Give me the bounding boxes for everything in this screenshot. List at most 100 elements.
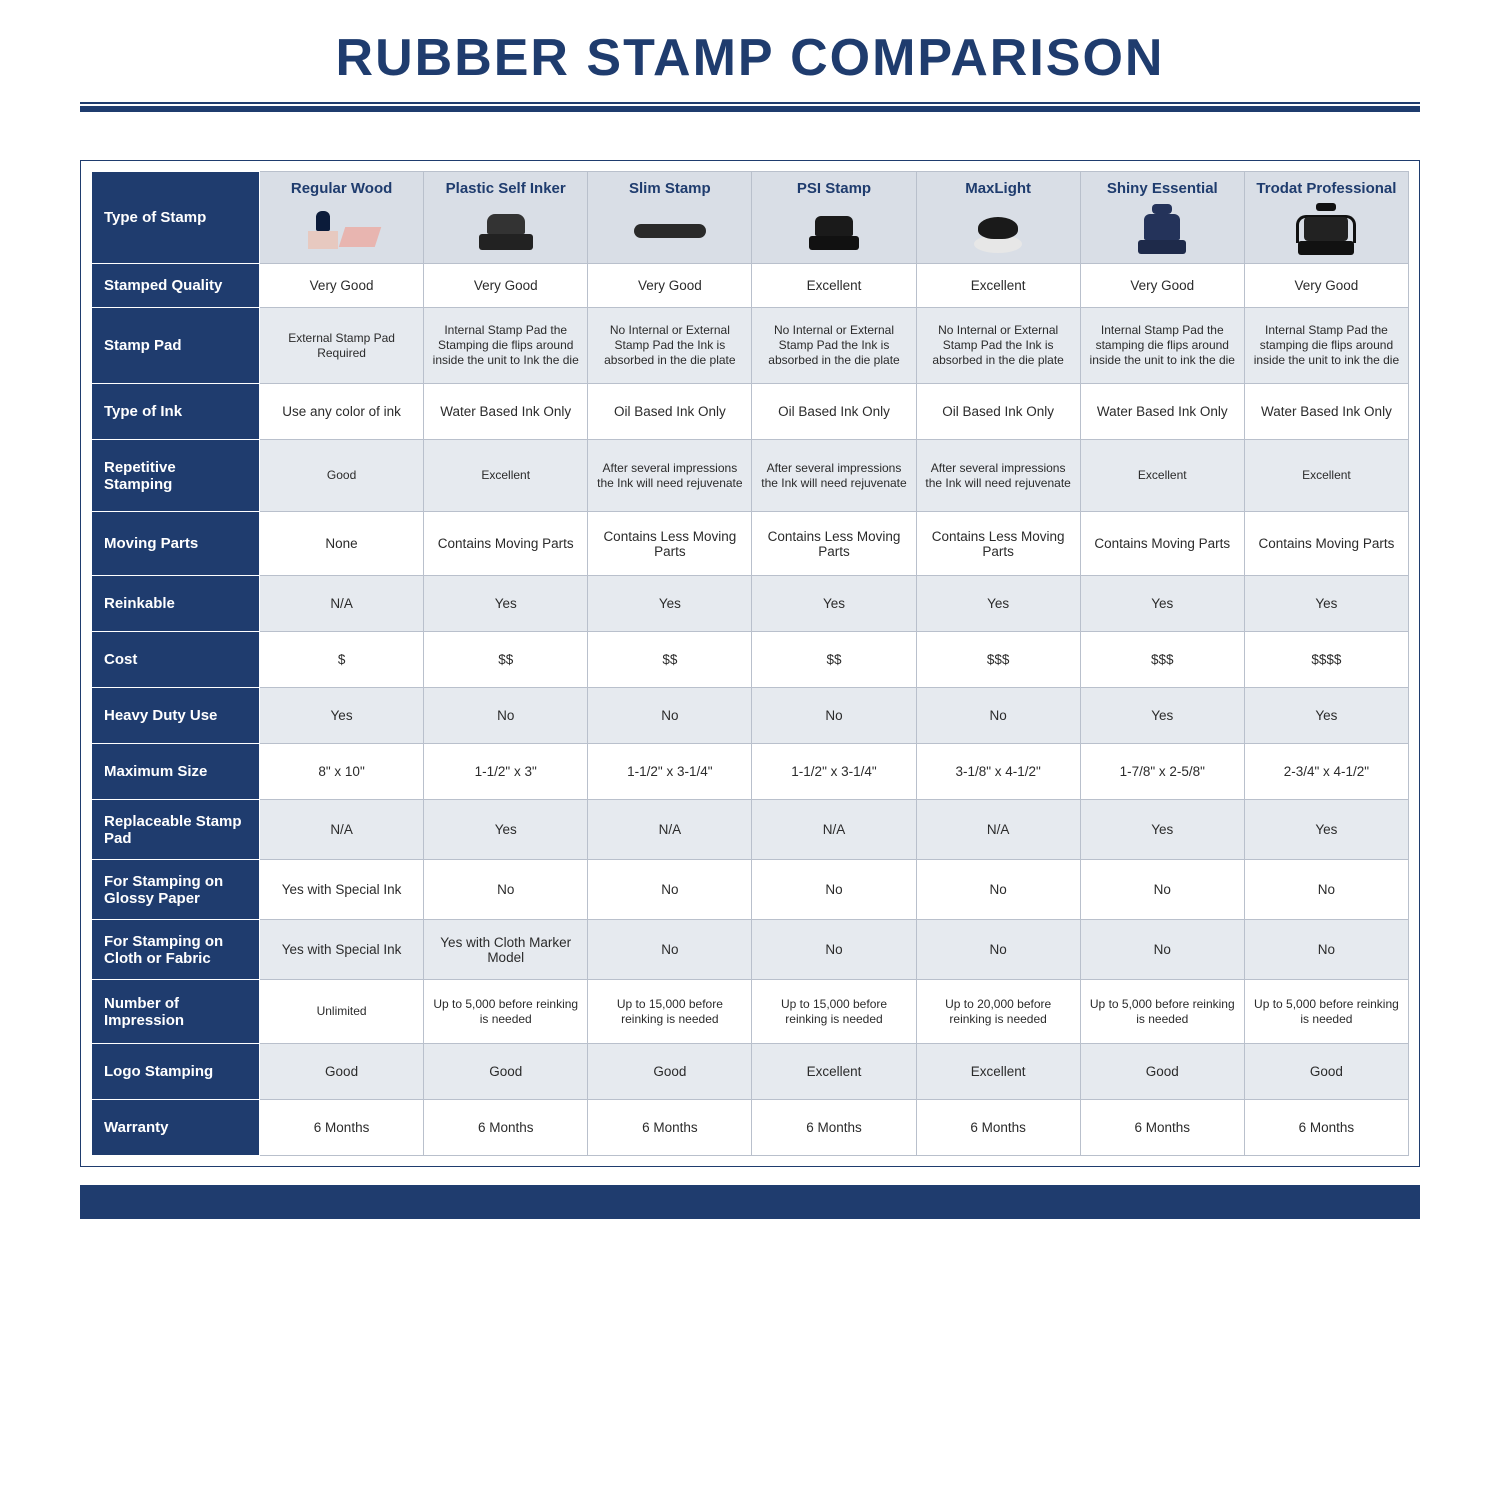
cell: Excellent — [752, 1044, 916, 1100]
maxlight-stamp-icon — [968, 205, 1028, 255]
title-block: RUBBER STAMP COMPARISON — [0, 0, 1500, 130]
col-label: PSI Stamp — [797, 180, 871, 197]
cell: Up to 15,000 before reinking is needed — [588, 980, 752, 1044]
cell: Up to 5,000 before reinking is needed — [1244, 980, 1408, 1044]
cell: N/A — [260, 576, 424, 632]
cell: 8" x 10" — [260, 744, 424, 800]
cell: N/A — [752, 800, 916, 860]
cell: Excellent — [916, 1044, 1080, 1100]
cell: $$ — [588, 632, 752, 688]
cell: Yes — [588, 576, 752, 632]
cell: Contains Less Moving Parts — [916, 512, 1080, 576]
col-label: MaxLight — [965, 180, 1031, 197]
cell: $ — [260, 632, 424, 688]
row-label: Warranty — [92, 1100, 260, 1156]
cell: $$$$ — [1244, 632, 1408, 688]
cell: Water Based Ink Only — [424, 384, 588, 440]
cell: N/A — [260, 800, 424, 860]
table-row: Cost$$$$$$$$$$$$$$$$$ — [92, 632, 1409, 688]
cell: Excellent — [424, 440, 588, 512]
cell: Up to 20,000 before reinking is needed — [916, 980, 1080, 1044]
cell: Very Good — [1244, 264, 1408, 308]
cell: Up to 5,000 before reinking is needed — [424, 980, 588, 1044]
cell: Internal Stamp Pad the stamping die flip… — [1244, 308, 1408, 384]
cell: Excellent — [1080, 440, 1244, 512]
cell: Contains Moving Parts — [424, 512, 588, 576]
col-label: Regular Wood — [291, 180, 392, 197]
table-row: For Stamping on Cloth or FabricYes with … — [92, 920, 1409, 980]
cell: 6 Months — [260, 1100, 424, 1156]
cell: Yes with Special Ink — [260, 860, 424, 920]
cell: 6 Months — [424, 1100, 588, 1156]
col-psi-stamp: PSI Stamp — [752, 172, 916, 264]
wood-stamp-icon — [302, 205, 382, 255]
col-label: Trodat Professional — [1256, 180, 1396, 197]
cell: Internal Stamp Pad the stamping die flip… — [1080, 308, 1244, 384]
cell: No Internal or External Stamp Pad the In… — [588, 308, 752, 384]
title-underline — [80, 106, 1420, 112]
cell: After several impressions the Ink will n… — [752, 440, 916, 512]
row-label: Moving Parts — [92, 512, 260, 576]
table-row: Type of InkUse any color of inkWater Bas… — [92, 384, 1409, 440]
cell: No — [1080, 920, 1244, 980]
cell: 6 Months — [588, 1100, 752, 1156]
row-label: Type of Ink — [92, 384, 260, 440]
trodat-professional-icon — [1290, 203, 1362, 257]
cell: Yes — [424, 576, 588, 632]
cell: No — [752, 688, 916, 744]
cell: Good — [1080, 1044, 1244, 1100]
table-row: Replaceable Stamp PadN/AYesN/AN/AN/AYesY… — [92, 800, 1409, 860]
cell: No — [1244, 920, 1408, 980]
row-label: Replaceable Stamp Pad — [92, 800, 260, 860]
table-row: Warranty6 Months6 Months6 Months6 Months… — [92, 1100, 1409, 1156]
cell: 6 Months — [752, 1100, 916, 1156]
cell: Contains Less Moving Parts — [588, 512, 752, 576]
row-label-type-of-stamp: Type of Stamp — [92, 172, 260, 264]
table-row: Heavy Duty UseYesNoNoNoNoYesYes — [92, 688, 1409, 744]
row-label: Cost — [92, 632, 260, 688]
cell: Very Good — [1080, 264, 1244, 308]
cell: Good — [260, 1044, 424, 1100]
cell: Good — [424, 1044, 588, 1100]
psi-stamp-icon — [799, 208, 869, 252]
table-row: Stamped QualityVery GoodVery GoodVery Go… — [92, 264, 1409, 308]
cell: 3-1/8" x 4-1/2" — [916, 744, 1080, 800]
cell: Yes — [1244, 576, 1408, 632]
row-label: Repetitive Stamping — [92, 440, 260, 512]
cell: 1-1/2" x 3-1/4" — [588, 744, 752, 800]
cell: No — [916, 688, 1080, 744]
table-row: Number of ImpressionUnlimitedUp to 5,000… — [92, 980, 1409, 1044]
cell: Contains Moving Parts — [1080, 512, 1244, 576]
col-label: Slim Stamp — [629, 180, 711, 197]
page-title: RUBBER STAMP COMPARISON — [0, 28, 1500, 88]
cell: No — [588, 860, 752, 920]
cell: Excellent — [916, 264, 1080, 308]
cell: After several impressions the Ink will n… — [588, 440, 752, 512]
cell: Good — [588, 1044, 752, 1100]
cell: Good — [260, 440, 424, 512]
cell: Oil Based Ink Only — [588, 384, 752, 440]
cell: Yes — [916, 576, 1080, 632]
cell: No — [1080, 860, 1244, 920]
cell: No — [752, 860, 916, 920]
cell: N/A — [916, 800, 1080, 860]
col-label: Shiny Essential — [1107, 180, 1218, 197]
cell: Water Based Ink Only — [1244, 384, 1408, 440]
cell: No — [916, 860, 1080, 920]
cell: None — [260, 512, 424, 576]
cell: Use any color of ink — [260, 384, 424, 440]
cell: 6 Months — [1080, 1100, 1244, 1156]
cell: Contains Moving Parts — [1244, 512, 1408, 576]
cell: 6 Months — [916, 1100, 1080, 1156]
cell: External Stamp Pad Required — [260, 308, 424, 384]
cell: 2-3/4" x 4-1/2" — [1244, 744, 1408, 800]
row-label: Reinkable — [92, 576, 260, 632]
cell: No — [1244, 860, 1408, 920]
cell: Excellent — [1244, 440, 1408, 512]
cell: 1-7/8" x 2-5/8" — [1080, 744, 1244, 800]
table-row: Logo StampingGoodGoodGoodExcellentExcell… — [92, 1044, 1409, 1100]
row-label: Number of Impression — [92, 980, 260, 1044]
cell: No Internal or External Stamp Pad the In… — [916, 308, 1080, 384]
cell: Up to 15,000 before reinking is needed — [752, 980, 916, 1044]
shiny-essential-icon — [1130, 204, 1194, 256]
